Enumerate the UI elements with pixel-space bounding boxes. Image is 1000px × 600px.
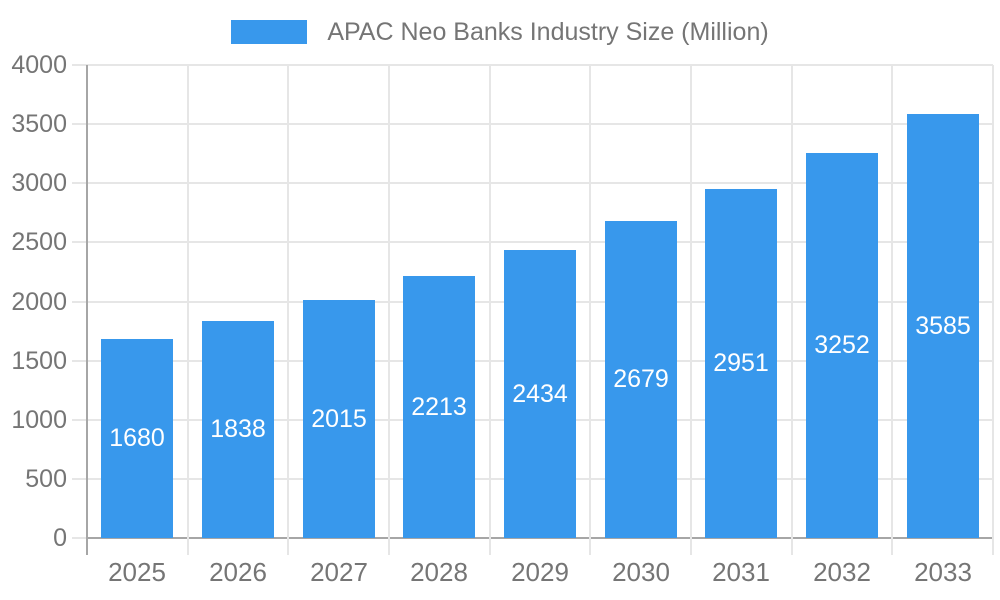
x-grid-line xyxy=(690,65,692,555)
y-grid-line xyxy=(72,123,993,125)
y-axis-tick-label: 0 xyxy=(53,524,67,552)
bar-value-label: 3252 xyxy=(814,331,870,359)
legend-swatch xyxy=(231,20,308,44)
x-grid-line xyxy=(891,65,893,555)
bar-value-label: 1838 xyxy=(210,415,266,443)
bar: 2951 xyxy=(705,189,777,538)
bar: 2213 xyxy=(403,276,475,538)
x-axis-tick-label: 2028 xyxy=(410,557,468,587)
y-axis-tick-label: 3000 xyxy=(11,169,67,197)
x-axis-line xyxy=(87,537,993,539)
x-axis-tick-label: 2025 xyxy=(108,557,166,587)
y-axis-tick-label: 2500 xyxy=(11,228,67,256)
bar-value-label: 2213 xyxy=(411,392,467,421)
x-grid-line xyxy=(187,65,189,555)
x-axis-tick-label: 2027 xyxy=(310,557,368,587)
x-grid-line xyxy=(489,65,491,555)
x-axis-tick-label: 2033 xyxy=(914,557,972,587)
y-grid-line xyxy=(72,182,993,184)
x-axis-tick-label: 2032 xyxy=(813,557,871,587)
x-axis-tick-label: 2026 xyxy=(209,557,267,587)
bar: 3585 xyxy=(907,114,979,538)
bar-value-label: 1680 xyxy=(109,424,165,452)
x-axis-tick-label: 2030 xyxy=(612,557,670,587)
y-grid-line xyxy=(72,64,993,66)
bar: 3252 xyxy=(806,153,878,538)
y-axis-line xyxy=(86,65,88,555)
x-grid-line xyxy=(791,65,793,555)
y-axis-tick-label: 1500 xyxy=(11,347,67,375)
x-axis-tick-label: 2029 xyxy=(511,557,569,587)
bar-value-label: 2951 xyxy=(713,349,769,377)
y-axis-tick-label: 1000 xyxy=(11,406,67,434)
x-axis-tick-label: 2031 xyxy=(712,557,770,587)
bar: 2679 xyxy=(605,221,677,538)
bar: 1838 xyxy=(202,321,274,538)
x-grid-line xyxy=(287,65,289,555)
bar: 1680 xyxy=(101,339,173,538)
bar-value-label: 2434 xyxy=(512,379,568,408)
y-axis-tick-label: 500 xyxy=(25,465,67,493)
y-axis-tick-label: 3500 xyxy=(11,110,67,138)
bar-value-label: 2015 xyxy=(311,404,367,433)
y-axis-tick-label: 4000 xyxy=(11,51,67,79)
y-tick xyxy=(72,537,87,539)
bar: 2434 xyxy=(504,250,576,538)
legend: APAC Neo Banks Industry Size (Million) xyxy=(0,17,1000,47)
x-grid-line xyxy=(388,65,390,555)
x-grid-line xyxy=(589,65,591,555)
x-grid-line xyxy=(992,65,994,555)
y-grid-line xyxy=(72,241,993,243)
legend-label: APAC Neo Banks Industry Size (Million) xyxy=(327,17,769,46)
bar: 2015 xyxy=(303,300,375,538)
bar-value-label: 3585 xyxy=(915,311,971,340)
bar-value-label: 2679 xyxy=(613,365,669,393)
y-axis-tick-label: 2000 xyxy=(11,288,67,316)
